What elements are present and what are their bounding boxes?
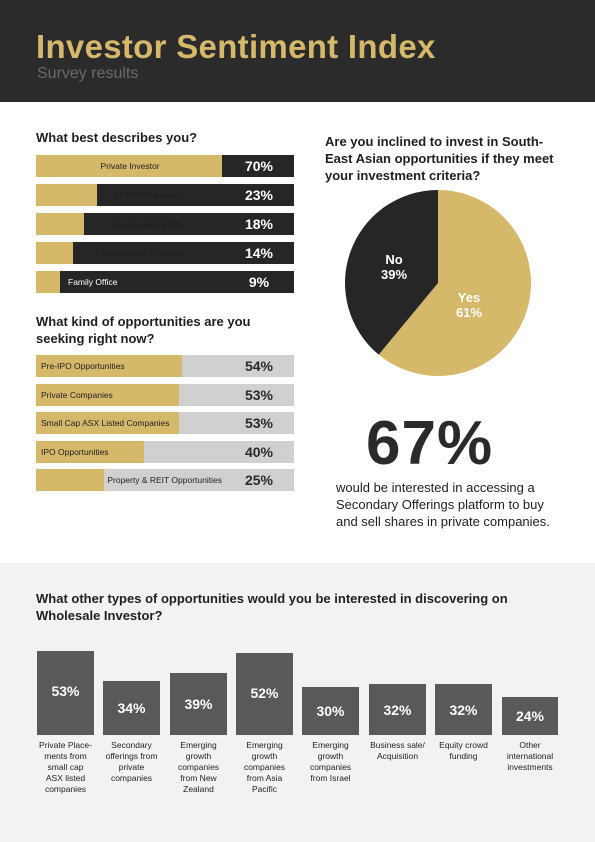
- bar-category-label: Private Investor: [100, 161, 160, 171]
- bar-category-label: Equity crowd funding: [439, 740, 488, 761]
- pie-label-no-category: No: [385, 252, 403, 267]
- bar: [502, 697, 558, 735]
- pie-label-yes-category: Yes: [457, 290, 481, 305]
- pie-slice-no: [344, 190, 438, 355]
- bar-row: Industry Participant 18%: [36, 213, 294, 235]
- bar-value-label: 54%: [244, 358, 274, 374]
- bar: [236, 653, 293, 735]
- bar: [170, 673, 227, 735]
- bar-category-label: Secondary offerings from private companies: [105, 740, 158, 783]
- bar-value-label: 18%: [244, 216, 274, 232]
- bar: [369, 684, 426, 735]
- bar-category-label: Professional Investor: [101, 248, 181, 258]
- bar-category-label: IPO Opportunities: [41, 446, 109, 457]
- pie-label-no-value: 39%: [380, 267, 408, 282]
- bar: [36, 213, 84, 235]
- bar: [103, 681, 160, 735]
- question-south-east-asia: Are you inclined to invest in South-East…: [325, 134, 554, 183]
- bar-row: Professional Investor 14%: [36, 242, 294, 264]
- bar-value-label: 9%: [248, 274, 270, 290]
- bar: [435, 684, 492, 735]
- bar-value-label: 14%: [244, 245, 274, 261]
- bar: [36, 440, 144, 463]
- bar-category-label: Family Office: [68, 277, 118, 287]
- bar-category-label: Property & REIT Opportunities: [107, 475, 222, 485]
- bar-row: Family Office 9%: [36, 271, 294, 293]
- bar: [36, 412, 179, 434]
- bar-category-label: CEO/Entrepreneur: [113, 190, 184, 200]
- bar-track: [36, 184, 294, 206]
- bar: [302, 687, 359, 735]
- bar-value-label: 25%: [244, 472, 274, 488]
- bar: [36, 355, 182, 377]
- pie-slice-yes: [378, 190, 531, 376]
- pie-label-yes-value: 61%: [455, 305, 483, 320]
- bottom-section: [0, 563, 595, 842]
- bar-track: [36, 213, 294, 235]
- bar-value-label: 24%: [515, 708, 545, 724]
- bar: [36, 383, 179, 406]
- stat-description: would be interested in accessing a Secon…: [336, 480, 550, 529]
- bar-value-label: 52%: [250, 685, 279, 701]
- bar-row: IPO Opportunities 40%: [36, 440, 294, 463]
- south-east-asia-pie-chart: [344, 190, 531, 376]
- bar: [36, 271, 60, 293]
- pie-label-no: No 39%: [372, 252, 416, 282]
- bar-value-label: 70%: [244, 158, 274, 174]
- bar: [36, 469, 104, 491]
- bar-value-label: 53%: [244, 415, 274, 431]
- bar-value-label: 53%: [51, 683, 80, 699]
- bar-category-label: Emerging growth companies from New Zealand: [177, 740, 220, 794]
- bar-value-label: 40%: [244, 443, 274, 460]
- bar-value-label: 39%: [184, 696, 213, 712]
- bar-row: Private Companies 53%: [36, 383, 294, 406]
- bar-value-label: 53%: [244, 386, 274, 403]
- question-opportunities-seeking: What kind of opportunities are you seeki…: [36, 314, 251, 346]
- bar: [36, 155, 222, 177]
- bar-row: Small Cap ASX Listed Companies 53%: [36, 412, 294, 434]
- bar-category-label: Pre-IPO Opportunities: [41, 361, 125, 371]
- pie-label-yes: Yes 61%: [447, 290, 491, 320]
- bar-category-label: Private Companies: [41, 389, 113, 400]
- bar-track: [36, 242, 294, 264]
- stat-value: 67%: [366, 409, 494, 478]
- bar-value-label: 34%: [117, 700, 146, 716]
- bar-row: Private Investor 70%: [36, 155, 294, 177]
- bar-value-label: 30%: [316, 703, 345, 719]
- bar-category-label: Small Cap ASX Listed Companies: [41, 418, 170, 428]
- bar-category-label: Other international investments: [506, 740, 554, 772]
- bar-category-label: Emerging growth companies from Asia Pacific: [243, 740, 286, 794]
- bar: [36, 242, 73, 264]
- bar: [37, 651, 94, 735]
- bar: [36, 184, 97, 206]
- bar-row: Property & REIT Opportunities 25%: [36, 469, 294, 491]
- header-banner: Investor Sentiment Index Survey results: [0, 0, 595, 102]
- question-describes-you: What best describes you?: [36, 130, 198, 145]
- bar-row: CEO/Entrepreneur 23%: [36, 184, 294, 206]
- bar-category-label: Business sale/Acquisition: [370, 740, 425, 761]
- bar-row: Pre-IPO Opportunities 54%: [36, 355, 294, 377]
- bar-value-label: 32%: [449, 701, 478, 718]
- bar-track: [36, 271, 294, 293]
- bar-category-label: Industry Participant: [108, 219, 181, 229]
- bar-category-label: Private Place-ments from small cap ASX lis…: [39, 740, 92, 794]
- bar-value-label: 23%: [244, 187, 274, 203]
- question-other-opportunities: What other types of opportunities would …: [36, 591, 508, 623]
- page-title: Investor Sentiment Index: [36, 28, 436, 65]
- bar-category-label: Emerging growth companies from Israel: [309, 740, 352, 783]
- bar-value-label: 32%: [383, 701, 412, 718]
- page-subtitle: Survey results: [37, 65, 139, 82]
